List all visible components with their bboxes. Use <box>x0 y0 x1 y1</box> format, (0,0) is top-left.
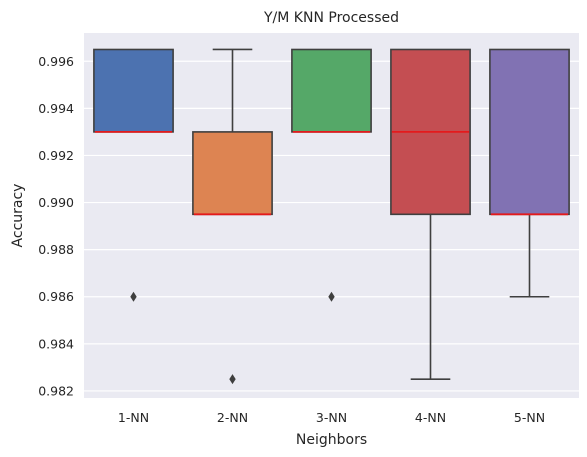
box-2-nn <box>192 48 273 385</box>
box-body <box>93 48 174 133</box>
box-body <box>291 48 372 133</box>
y-tick-label: 0.994 <box>38 101 74 116</box>
x-tick-label: 5-NN <box>514 410 545 425</box>
x-axis-ticks: 1-NN 2-NN 3-NN 4-NN 5-NN <box>118 410 545 425</box>
y-axis-label: Accuracy <box>10 184 26 248</box>
x-tick-label: 2-NN <box>217 410 248 425</box>
y-tick-label: 0.984 <box>38 336 74 351</box>
y-tick-label: 0.988 <box>38 242 74 257</box>
chart-title: Y/M KNN Processed <box>263 10 399 26</box>
x-axis-label: Neighbors <box>296 432 367 448</box>
outlier-point <box>229 374 236 385</box>
x-tick-label: 4-NN <box>415 410 446 425</box>
box-4-nn <box>390 48 471 380</box>
y-axis-ticks: 0.982 0.984 0.986 0.988 0.990 0.992 0.994 0.996 <box>38 54 74 399</box>
boxes <box>93 48 570 385</box>
x-tick-label: 1-NN <box>118 410 149 425</box>
y-tick-label: 0.992 <box>38 148 74 163</box>
y-tick-label: 0.990 <box>38 195 74 210</box>
y-tick-label: 0.986 <box>38 289 74 304</box>
box-body <box>489 48 570 216</box>
x-tick-label: 3-NN <box>316 410 347 425</box>
outlier-point <box>130 291 137 302</box>
box-3-nn <box>291 48 372 302</box>
outlier-point <box>328 291 335 302</box>
y-tick-label: 0.982 <box>38 383 74 398</box>
y-tick-label: 0.996 <box>38 54 74 69</box>
box-5-nn <box>489 48 570 298</box>
box-1-nn <box>93 48 174 302</box>
box-body <box>192 131 273 216</box>
